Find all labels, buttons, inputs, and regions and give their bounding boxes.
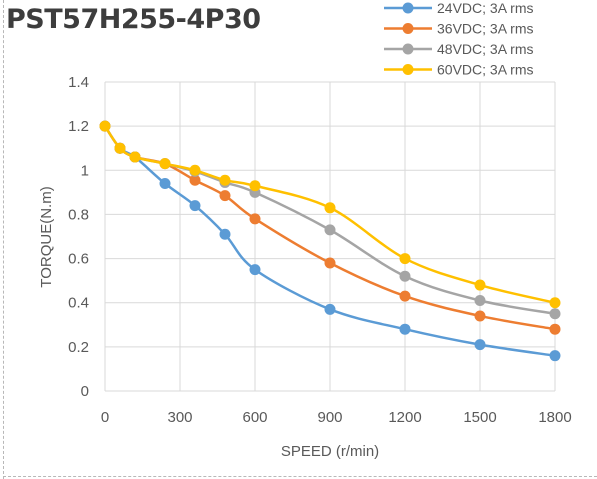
grid-lines bbox=[104, 81, 556, 392]
data-point bbox=[324, 224, 336, 236]
legend-item: 24VDC; 3A rms bbox=[384, 0, 533, 16]
legend-item: 36VDC; 3A rms bbox=[384, 21, 533, 37]
data-point bbox=[549, 350, 561, 362]
legend: 24VDC; 3A rms 36VDC; 3A rms 48VDC; 3A rms 6… bbox=[384, 0, 533, 78]
legend-swatch-marker bbox=[402, 43, 414, 55]
data-point bbox=[219, 174, 231, 186]
legend-swatch-marker bbox=[402, 64, 414, 75]
y-tick-label: 0.8 bbox=[68, 206, 89, 223]
frame-bottom-border bbox=[3, 476, 597, 477]
data-point bbox=[474, 339, 486, 351]
data-point bbox=[324, 202, 336, 214]
legend-item: 60VDC; 3A rms bbox=[384, 62, 533, 78]
x-tick-label: 1500 bbox=[463, 409, 496, 426]
data-point bbox=[249, 180, 261, 192]
data-point bbox=[219, 228, 231, 240]
data-point bbox=[99, 120, 111, 132]
data-point bbox=[189, 200, 201, 212]
y-tick-label: 1.4 bbox=[68, 74, 89, 91]
y-tick-label: 1 bbox=[81, 162, 89, 179]
series-3 bbox=[99, 120, 561, 309]
data-point bbox=[474, 295, 486, 307]
x-tick-label: 900 bbox=[317, 409, 342, 426]
data-point bbox=[249, 213, 261, 225]
data-point bbox=[159, 178, 171, 190]
y-tick-label: 0.6 bbox=[68, 251, 89, 268]
data-point bbox=[129, 151, 141, 163]
data-point bbox=[399, 323, 411, 335]
chart-title: PST57H255-4P30 bbox=[6, 4, 261, 35]
data-point bbox=[474, 279, 486, 291]
y-axis-label: TORQUE(N.m) bbox=[38, 186, 55, 287]
data-point bbox=[114, 142, 126, 154]
legend-swatch-marker bbox=[402, 23, 414, 34]
data-point bbox=[189, 164, 201, 176]
data-point bbox=[549, 323, 561, 335]
data-point bbox=[549, 308, 561, 320]
data-point bbox=[474, 310, 486, 322]
data-point bbox=[324, 257, 336, 269]
y-tick-label: 0.4 bbox=[68, 295, 89, 312]
data-point bbox=[219, 190, 231, 202]
data-point bbox=[399, 253, 411, 265]
data-point bbox=[549, 297, 561, 309]
legend-label: 60VDC; 3A rms bbox=[437, 62, 533, 78]
x-tick-label: 300 bbox=[167, 409, 192, 426]
frame-left-border bbox=[3, 0, 4, 479]
x-tick-label: 1800 bbox=[538, 409, 571, 426]
data-point bbox=[159, 158, 171, 170]
data-point bbox=[399, 270, 411, 282]
legend-label: 24VDC; 3A rms bbox=[437, 0, 533, 16]
data-point bbox=[399, 290, 411, 302]
legend-label: 36VDC; 3A rms bbox=[437, 21, 533, 37]
y-tick-labels: 0 0.2 0.4 0.6 0.8 1 1.2 1.4 bbox=[68, 74, 89, 400]
x-tick-labels: 0 300 600 900 1200 1500 1800 bbox=[101, 409, 572, 426]
data-point bbox=[189, 174, 201, 186]
y-tick-label: 1.2 bbox=[68, 118, 89, 135]
series-lines bbox=[99, 120, 561, 362]
y-tick-label: 0 bbox=[81, 383, 89, 400]
x-axis-label: SPEED (r/min) bbox=[281, 443, 379, 460]
legend-item: 48VDC; 3A rms bbox=[384, 41, 533, 57]
data-point bbox=[324, 303, 336, 315]
legend-swatch-marker bbox=[402, 2, 414, 14]
x-tick-label: 0 bbox=[101, 409, 109, 426]
data-point bbox=[249, 264, 261, 276]
legend-label: 48VDC; 3A rms bbox=[437, 41, 533, 57]
x-tick-label: 600 bbox=[242, 409, 267, 426]
x-tick-label: 1200 bbox=[388, 409, 421, 426]
y-tick-label: 0.2 bbox=[68, 339, 89, 356]
